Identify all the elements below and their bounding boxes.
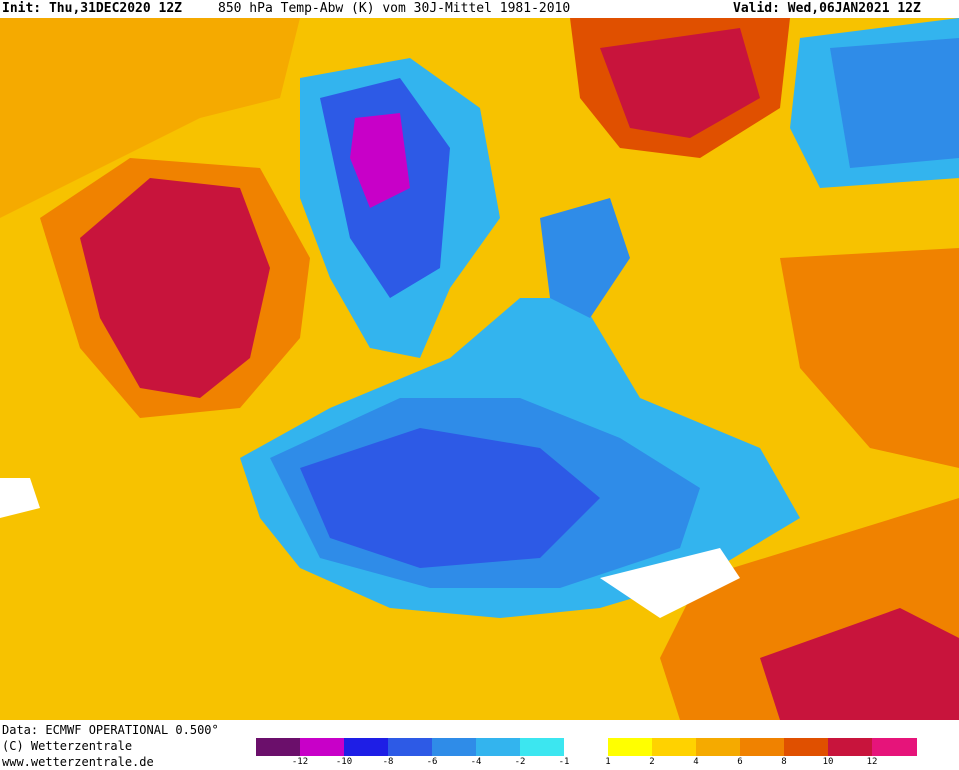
legend-swatch bbox=[696, 738, 741, 756]
warm-area-northwest bbox=[0, 18, 300, 218]
temperature-anomaly-map bbox=[0, 18, 959, 720]
legend-swatch bbox=[256, 738, 301, 756]
cold-area-northeast-core bbox=[830, 38, 959, 168]
legend-tick-label: -6 bbox=[426, 757, 438, 767]
legend-tick-label: 2 bbox=[649, 757, 655, 767]
product-title: 850 hPa Temp-Abw (K) vom 30J-Mittel 1981… bbox=[218, 1, 571, 16]
legend-swatch bbox=[476, 738, 521, 756]
legend-swatch bbox=[300, 738, 345, 756]
legend-tick-label: -1 bbox=[558, 757, 570, 767]
legend-swatch bbox=[608, 738, 653, 756]
website-link[interactable]: www.wetterzentrale.de bbox=[2, 755, 154, 769]
legend-tick-label: 10 bbox=[822, 757, 834, 767]
legend-tick-label: -8 bbox=[382, 757, 394, 767]
legend-swatch bbox=[740, 738, 785, 756]
legend-swatch bbox=[652, 738, 697, 756]
cold-area-scandinavia bbox=[540, 198, 630, 318]
legend-swatch bbox=[432, 738, 477, 756]
cold-area-europe-core bbox=[300, 428, 600, 568]
init-time: Init: Thu,31DEC2020 12Z bbox=[2, 1, 183, 16]
valid-time: Valid: Wed,06JAN2021 12Z bbox=[733, 1, 921, 16]
map-footer: Data: ECMWF OPERATIONAL 0.500° (C) Wette… bbox=[0, 720, 959, 770]
legend-swatch bbox=[872, 738, 917, 756]
legend-tick-label: 1 bbox=[605, 757, 611, 767]
hot-area-russia bbox=[780, 248, 959, 468]
legend-swatch bbox=[520, 738, 565, 756]
legend-swatch bbox=[784, 738, 829, 756]
very-hot-area-north bbox=[600, 28, 760, 138]
color-legend: -12 -10 -8 -6 -4 -2 -1 1 2 4 6 8 10 12 bbox=[256, 738, 956, 770]
data-source: Data: ECMWF OPERATIONAL 0.500° bbox=[2, 723, 219, 737]
legend-tick-label: -2 bbox=[514, 757, 526, 767]
legend-tick-label: 4 bbox=[693, 757, 699, 767]
legend-tick-label: -10 bbox=[335, 757, 353, 767]
legend-tick-label: 8 bbox=[781, 757, 787, 767]
neutral-area-mediterranean bbox=[600, 548, 740, 618]
legend-tick-label: -12 bbox=[291, 757, 309, 767]
very-hot-area-greenland bbox=[80, 178, 270, 398]
copyright: (C) Wetterzentrale bbox=[2, 739, 133, 753]
legend-swatch bbox=[828, 738, 873, 756]
legend-swatch bbox=[388, 738, 433, 756]
very-hot-area-southeast bbox=[760, 608, 959, 720]
neutral-area-west bbox=[0, 478, 40, 518]
strong-cold-area-greenland-east bbox=[350, 113, 410, 208]
map-header: Init: Thu,31DEC2020 12Z 850 hPa Temp-Abw… bbox=[0, 0, 959, 18]
legend-tick-label: 12 bbox=[866, 757, 878, 767]
legend-tick-label: 6 bbox=[737, 757, 743, 767]
legend-swatch bbox=[344, 738, 389, 756]
legend-tick-label: -4 bbox=[470, 757, 482, 767]
legend-swatch bbox=[564, 738, 609, 756]
